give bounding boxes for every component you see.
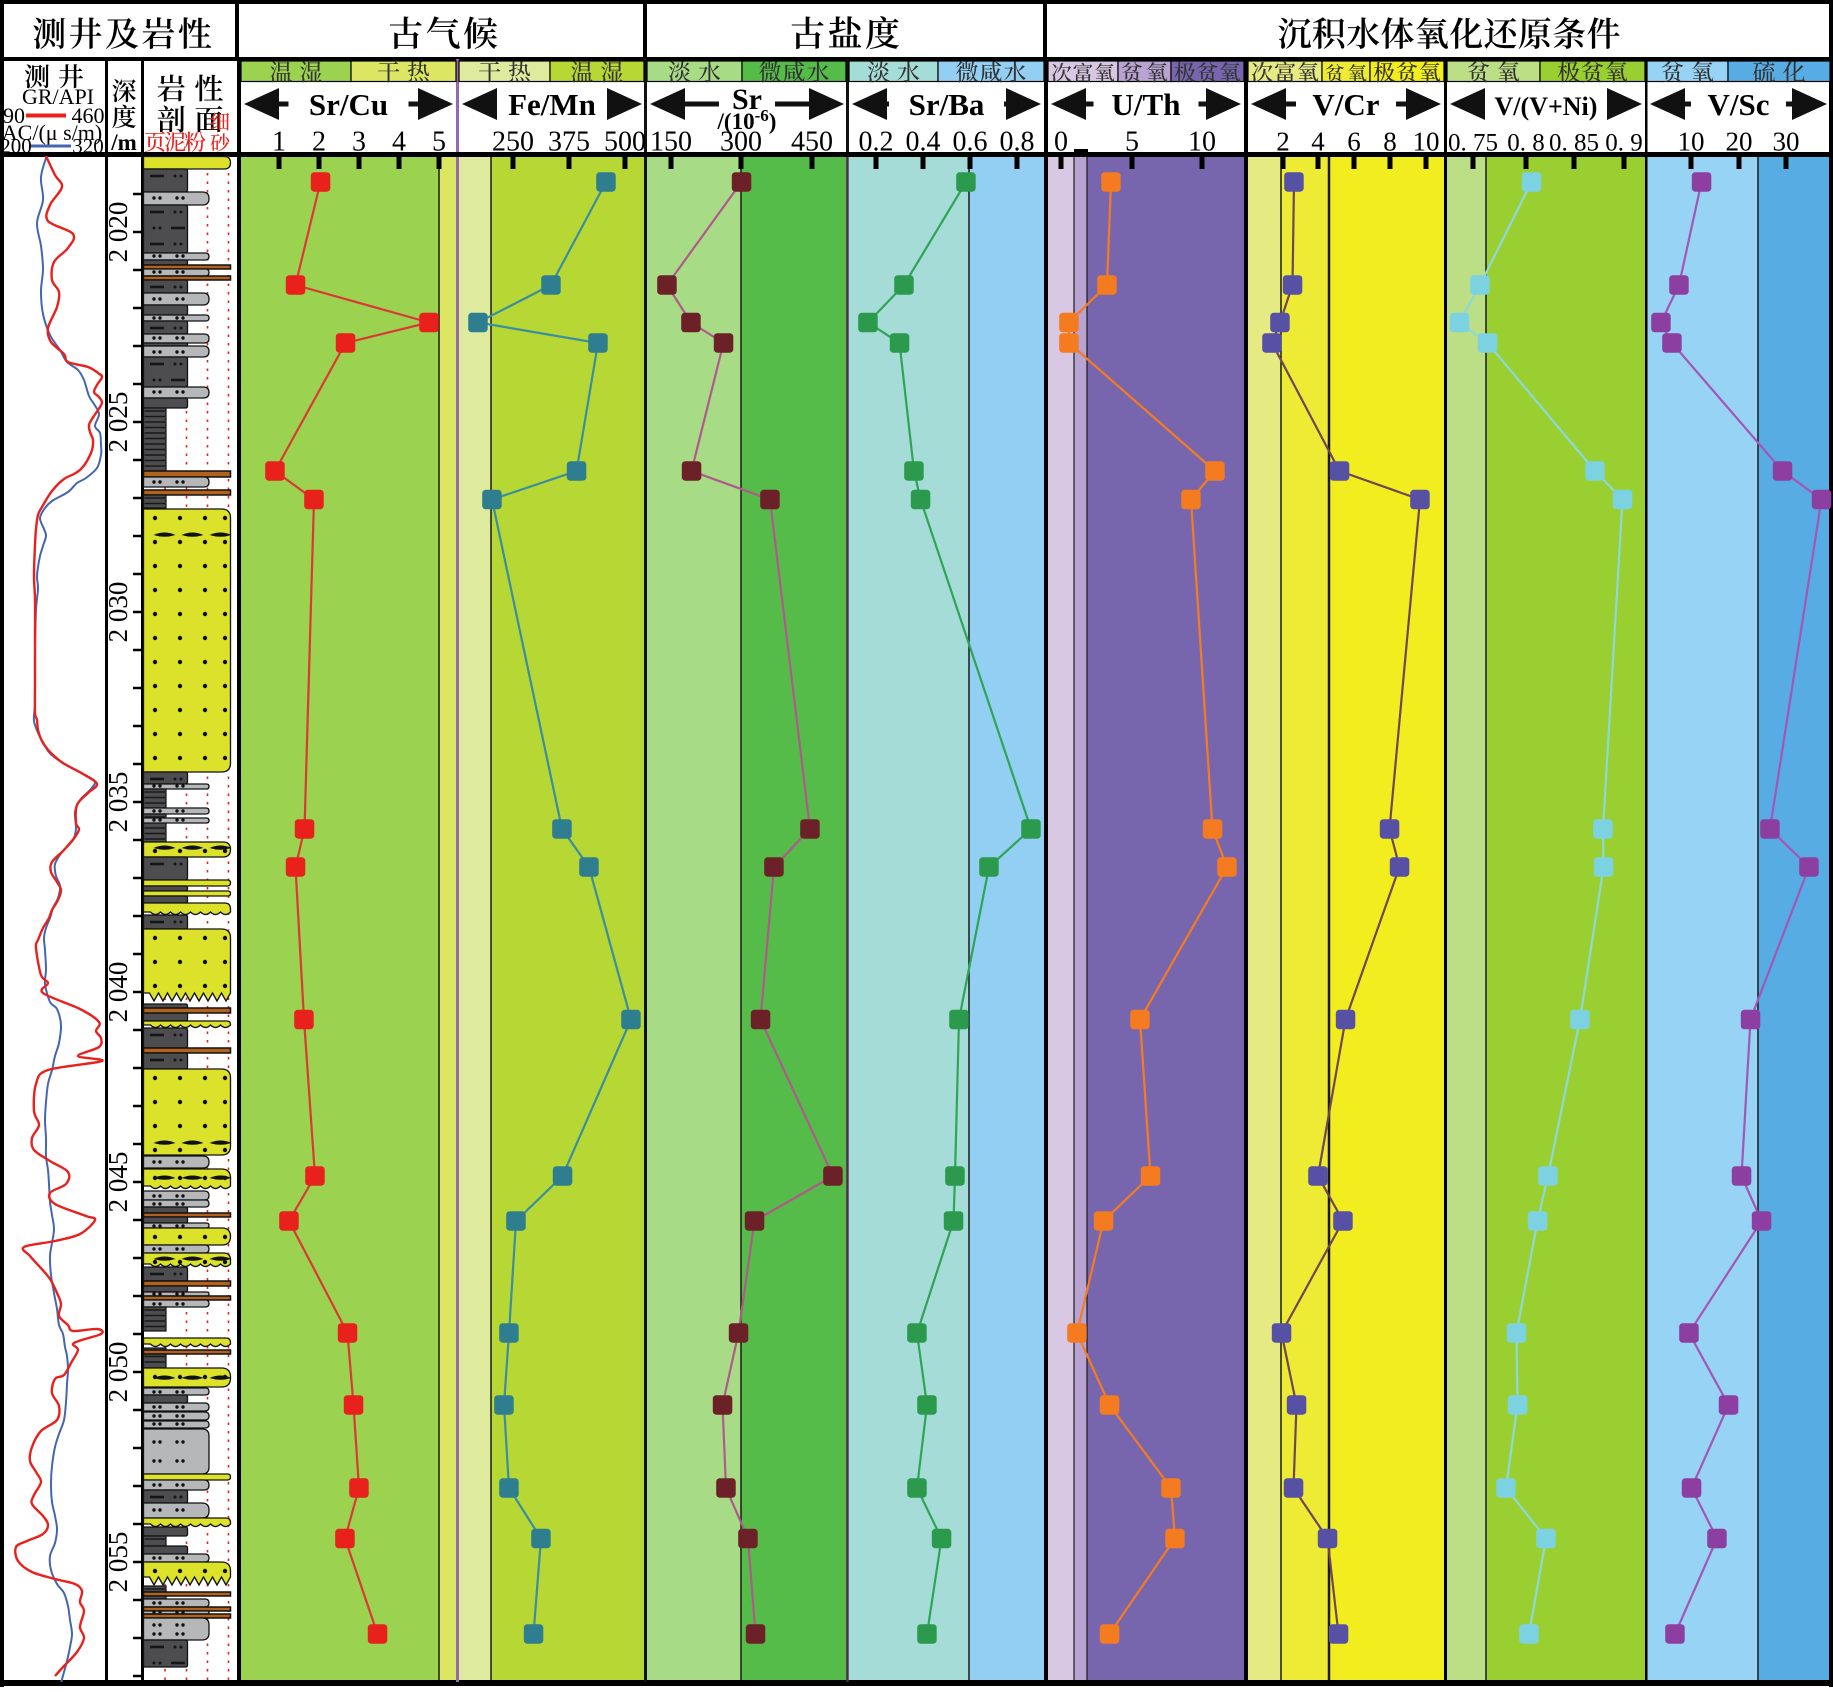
svg-text:10: 10 (1188, 127, 1216, 158)
svg-text:320: 320 (72, 134, 104, 158)
svg-text:4: 4 (1311, 127, 1325, 157)
svg-text:1: 1 (272, 127, 286, 158)
svg-text:0.8: 0.8 (1000, 127, 1035, 158)
svg-text:0.4: 0.4 (906, 127, 941, 158)
svg-text:V/Sc: V/Sc (1708, 87, 1770, 122)
svg-text:0. 9: 0. 9 (1605, 130, 1643, 157)
svg-text:10: 10 (1678, 127, 1705, 157)
svg-text:0.6: 0.6 (953, 127, 988, 158)
svg-text:/m: /m (110, 130, 137, 155)
svg-text:450: 450 (791, 127, 833, 158)
svg-text:AC/(μ s/m): AC/(μ s/m) (2, 120, 102, 145)
svg-text:20: 20 (1726, 127, 1753, 157)
svg-text:2 020: 2 020 (103, 202, 133, 263)
svg-text:0.2: 0.2 (859, 127, 894, 158)
svg-text:Sr: Sr (732, 83, 762, 116)
svg-text:300: 300 (720, 127, 762, 158)
svg-text:V/(V+Ni): V/(V+Ni) (1495, 92, 1598, 121)
svg-text:5: 5 (432, 127, 446, 158)
svg-text:6: 6 (1347, 127, 1361, 157)
svg-text:V/Cr: V/Cr (1312, 87, 1379, 122)
svg-text:0. 75: 0. 75 (1448, 130, 1498, 157)
svg-text:5: 5 (1125, 127, 1139, 158)
svg-text:2 050: 2 050 (103, 1342, 133, 1403)
svg-text:0: 0 (1054, 127, 1068, 158)
svg-text:2 045: 2 045 (103, 1152, 133, 1213)
svg-text:U/Th: U/Th (1112, 87, 1181, 122)
svg-text:90: 90 (3, 103, 25, 128)
svg-text:2 055: 2 055 (103, 1532, 133, 1593)
svg-text:2 025: 2 025 (103, 392, 133, 453)
svg-text:Sr/Cu: Sr/Cu (309, 87, 388, 122)
svg-text:2 035: 2 035 (103, 772, 133, 833)
svg-text:/(10-6): /(10-6) (717, 106, 777, 134)
svg-text:2 040: 2 040 (103, 962, 133, 1023)
svg-text:0. 8: 0. 8 (1507, 130, 1545, 157)
svg-text:2 030: 2 030 (103, 582, 133, 643)
svg-text:4: 4 (392, 127, 406, 158)
svg-text:375: 375 (548, 127, 590, 158)
svg-text:500: 500 (604, 127, 646, 158)
svg-text:200: 200 (0, 134, 32, 158)
svg-text:10: 10 (1413, 127, 1440, 157)
svg-text:8: 8 (1383, 127, 1397, 157)
svg-text:250: 250 (492, 127, 534, 158)
svg-text:GR/API: GR/API (22, 84, 94, 109)
svg-text:Fe/Mn: Fe/Mn (508, 87, 596, 122)
svg-text:0. 85: 0. 85 (1549, 130, 1599, 157)
svg-text:2: 2 (312, 127, 326, 158)
svg-text:30: 30 (1773, 127, 1800, 157)
svg-text:460: 460 (72, 103, 105, 128)
svg-text:3: 3 (352, 127, 366, 158)
svg-text:Sr/Ba: Sr/Ba (909, 87, 985, 122)
svg-text:2: 2 (1276, 127, 1290, 157)
svg-text:150: 150 (650, 127, 692, 158)
